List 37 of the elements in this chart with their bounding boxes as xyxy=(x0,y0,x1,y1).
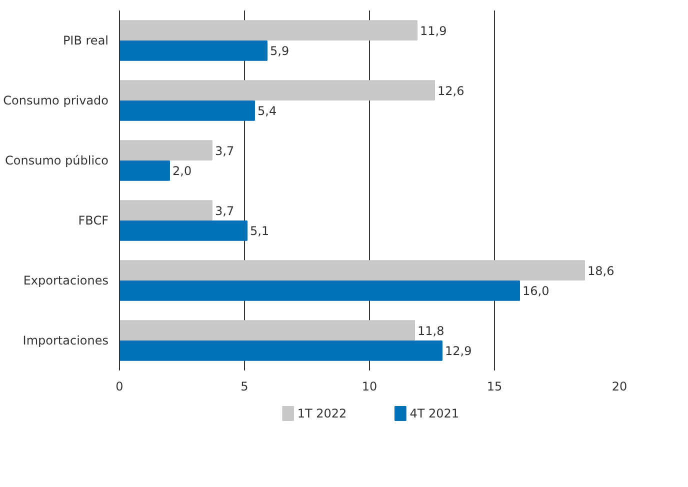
bar xyxy=(120,340,442,361)
data-label: 2,0 xyxy=(172,164,192,178)
data-label: 5,9 xyxy=(270,44,290,58)
bar xyxy=(120,280,520,301)
x-tick-label: 10 xyxy=(362,380,378,394)
x-tick-label: 20 xyxy=(612,380,628,394)
bar xyxy=(120,200,212,220)
y-tick-label: Consumo público xyxy=(5,154,109,168)
data-label: 5,4 xyxy=(258,104,277,118)
bar xyxy=(120,40,268,61)
legend-label: 1T 2022 xyxy=(297,406,347,420)
bar xyxy=(120,100,255,121)
y-tick-label: FBCF xyxy=(78,214,109,228)
data-label: 16,0 xyxy=(522,284,550,298)
bar xyxy=(120,160,170,181)
data-label: 3,7 xyxy=(215,204,234,218)
y-tick-label: Exportaciones xyxy=(23,274,109,288)
legend-label: 4T 2021 xyxy=(410,406,460,420)
bar xyxy=(120,80,435,100)
bar xyxy=(120,320,415,340)
y-tick-label: Importaciones xyxy=(22,334,109,348)
data-label: 11,8 xyxy=(418,324,444,338)
bar xyxy=(120,260,585,280)
y-tick-label: PIB real xyxy=(62,34,108,48)
data-label: 12,9 xyxy=(445,344,472,358)
data-label: 12,6 xyxy=(438,84,464,98)
bar xyxy=(120,220,248,241)
data-label: 5,1 xyxy=(250,224,270,238)
y-tick-label: Consumo privado xyxy=(3,94,108,108)
data-label: 11,9 xyxy=(420,24,447,38)
x-tick-label: 15 xyxy=(486,380,502,394)
data-label: 3,7 xyxy=(215,144,234,158)
bar xyxy=(120,20,418,40)
x-tick-label: 5 xyxy=(240,380,248,394)
data-label: 18,6 xyxy=(588,264,614,278)
x-tick-label: 0 xyxy=(116,380,124,394)
bar xyxy=(120,140,212,160)
